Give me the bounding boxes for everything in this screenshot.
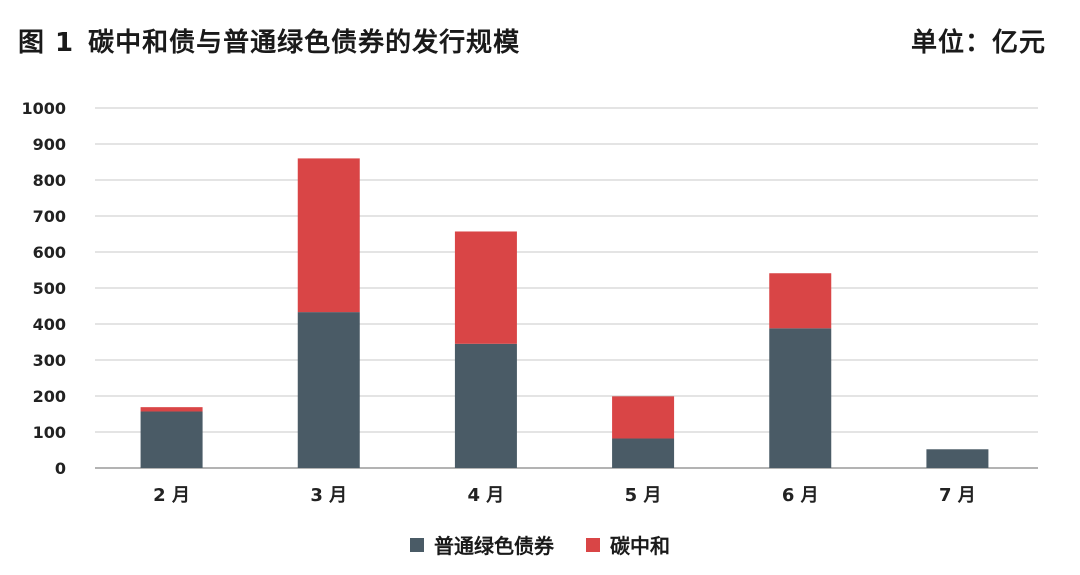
bar-carbon-neutral bbox=[140, 407, 203, 412]
x-tick-label: 2 月 bbox=[153, 485, 190, 506]
legend-label: 碳中和 bbox=[610, 534, 670, 558]
y-tick-label: 0 bbox=[55, 459, 66, 478]
y-tick-label: 900 bbox=[33, 135, 66, 154]
y-tick-label: 700 bbox=[33, 207, 66, 226]
y-tick-label: 500 bbox=[33, 279, 66, 298]
legend-swatch bbox=[586, 537, 600, 552]
bar-green-bond bbox=[769, 328, 832, 468]
y-tick-label: 600 bbox=[33, 243, 66, 262]
bar-green-bond bbox=[926, 449, 989, 468]
figure-label: 图 1 bbox=[18, 28, 75, 58]
y-tick-label: 300 bbox=[33, 351, 66, 370]
bar-carbon-neutral bbox=[454, 231, 517, 344]
bar-carbon-neutral bbox=[297, 158, 360, 313]
bar-green-bond bbox=[297, 312, 360, 468]
x-tick-label: 5 月 bbox=[625, 485, 662, 506]
bar-green-bond bbox=[612, 438, 675, 468]
bar-carbon-neutral bbox=[769, 273, 832, 329]
legend: 普通绿色债券 碳中和 bbox=[0, 530, 1080, 559]
legend-item-carbon-neutral: 碳中和 bbox=[586, 530, 670, 559]
x-tick-label: 7 月 bbox=[939, 485, 976, 506]
y-tick-label: 400 bbox=[33, 315, 66, 334]
chart-title: 图 1 碳中和债与普通绿色债券的发行规模 bbox=[18, 22, 520, 59]
legend-swatch bbox=[410, 537, 424, 552]
x-tick-label: 6 月 bbox=[782, 485, 819, 506]
title-text: 碳中和债与普通绿色债券的发行规模 bbox=[88, 28, 521, 58]
y-tick-label: 200 bbox=[33, 387, 66, 406]
y-tick-label: 100 bbox=[33, 423, 66, 442]
legend-label: 普通绿色债券 bbox=[434, 534, 554, 558]
x-tick-label: 3 月 bbox=[310, 485, 347, 506]
legend-item-green-bonds: 普通绿色债券 bbox=[410, 530, 554, 559]
y-tick-label: 1000 bbox=[21, 99, 66, 118]
unit-label: 单位：亿元 bbox=[910, 28, 1046, 58]
bar-green-bond bbox=[454, 343, 517, 468]
y-tick-label: 800 bbox=[33, 171, 66, 190]
bar-green-bond bbox=[140, 411, 203, 468]
x-tick-label: 4 月 bbox=[468, 485, 505, 506]
bar-carbon-neutral bbox=[612, 396, 675, 439]
